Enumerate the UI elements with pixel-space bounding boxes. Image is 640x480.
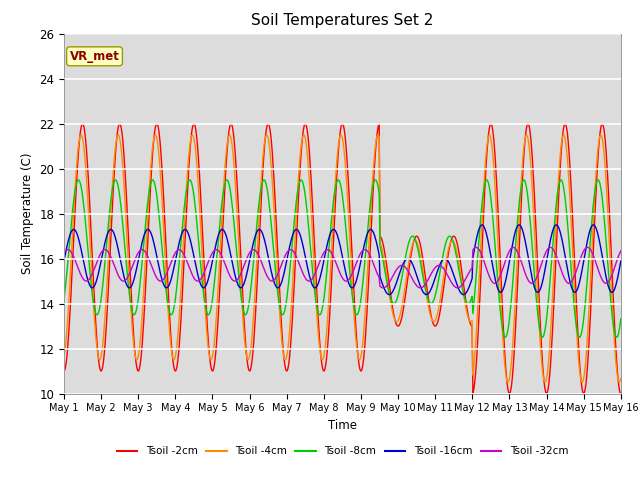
- Text: VR_met: VR_met: [70, 50, 120, 63]
- Title: Soil Temperatures Set 2: Soil Temperatures Set 2: [252, 13, 433, 28]
- Legend: Tsoil -2cm, Tsoil -4cm, Tsoil -8cm, Tsoil -16cm, Tsoil -32cm: Tsoil -2cm, Tsoil -4cm, Tsoil -8cm, Tsoi…: [113, 442, 572, 460]
- X-axis label: Time: Time: [328, 419, 357, 432]
- Y-axis label: Soil Temperature (C): Soil Temperature (C): [20, 153, 34, 275]
